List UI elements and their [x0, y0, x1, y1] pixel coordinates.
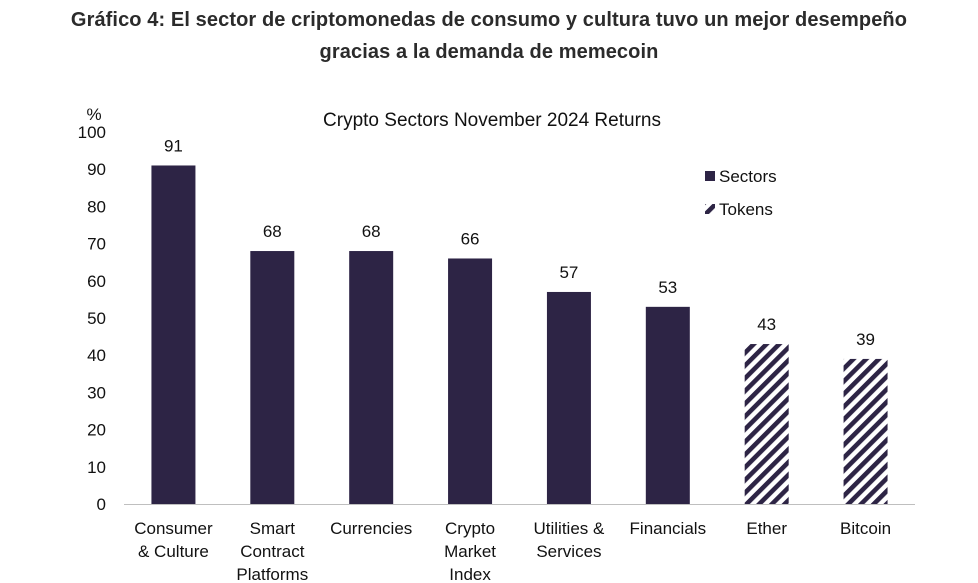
- x-tick-label: Smart: [250, 519, 296, 538]
- bar-crypto: [448, 258, 493, 504]
- x-tick-label: Utilities &: [534, 519, 606, 538]
- y-axis-unit-label: %: [86, 105, 101, 124]
- y-tick-label: 90: [87, 160, 106, 179]
- data-label: 53: [658, 278, 677, 297]
- legend-swatch-sectors: [705, 171, 715, 181]
- data-label: 57: [559, 263, 578, 282]
- chart-title: Crypto Sectors November 2024 Returns: [323, 110, 661, 131]
- data-label: 43: [757, 315, 776, 334]
- bar-utilities-: [546, 291, 591, 504]
- y-tick-label: 0: [97, 495, 106, 514]
- figure-heading-line-1: Gráfico 4: El sector de criptomonedas de…: [70, 9, 908, 31]
- x-tick-label: Crypto: [445, 519, 495, 538]
- x-tick-label: Platforms: [236, 565, 308, 583]
- y-tick-label: 60: [87, 272, 106, 291]
- y-tick-label: 20: [87, 421, 106, 440]
- x-tick-label: Services: [536, 542, 601, 561]
- data-label: 68: [263, 222, 282, 241]
- bar-bitcoin: [843, 358, 888, 504]
- x-tick-label: Bitcoin: [840, 519, 891, 538]
- y-tick-label: 80: [87, 197, 106, 216]
- x-tick-label: Index: [449, 565, 491, 583]
- bar-smart: [250, 251, 295, 504]
- x-tick-label: Financials: [630, 519, 707, 538]
- x-tick-label: Currencies: [330, 519, 412, 538]
- legend-swatch-tokens: [705, 204, 715, 214]
- data-label: 91: [164, 136, 183, 155]
- y-tick-label: 40: [87, 346, 106, 365]
- x-tick-label: Ether: [746, 519, 787, 538]
- y-tick-label: 30: [87, 383, 106, 402]
- y-tick-label: 50: [87, 309, 106, 328]
- data-label: 39: [856, 330, 875, 349]
- x-tick-label: Market: [444, 542, 496, 561]
- data-label: 66: [461, 229, 480, 248]
- x-tick-label: Contract: [240, 542, 305, 561]
- bar-currencies: [349, 251, 394, 504]
- legend-label-sectors: Sectors: [719, 167, 777, 186]
- y-tick-label: 100: [78, 123, 106, 142]
- x-tick-label: Consumer: [134, 519, 213, 538]
- y-tick-label: 10: [87, 458, 106, 477]
- bar-financials: [645, 306, 690, 504]
- legend-label-tokens: Tokens: [719, 200, 773, 219]
- bar-consumer: [151, 165, 196, 505]
- figure-heading-line-2: gracias a la demanda de memecoin: [319, 41, 659, 63]
- data-label: 68: [362, 222, 381, 241]
- y-tick-label: 70: [87, 235, 106, 254]
- x-tick-label: & Culture: [138, 542, 209, 561]
- bar-ether: [744, 344, 789, 504]
